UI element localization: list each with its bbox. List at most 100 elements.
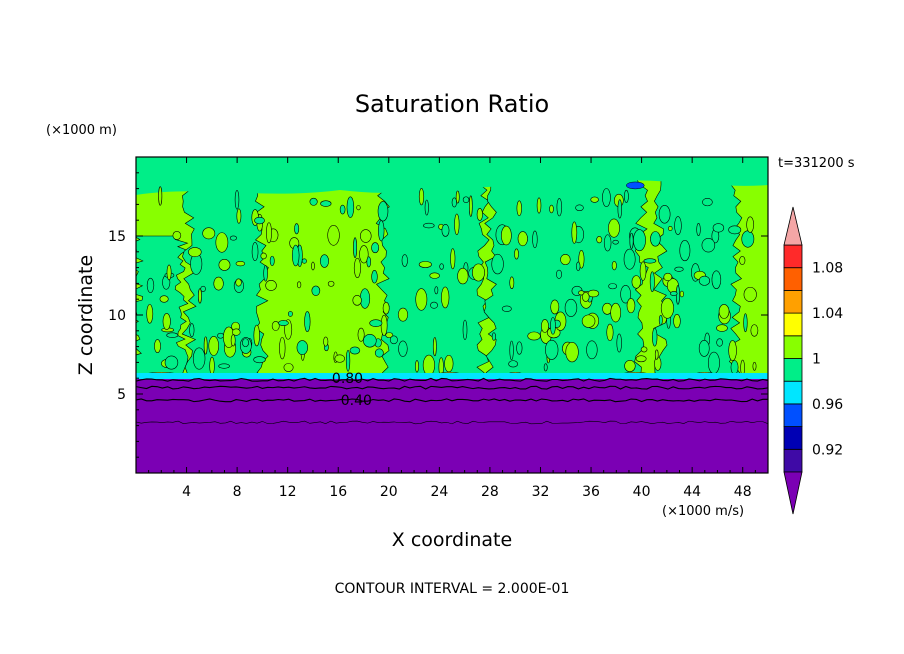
x-tick-label: 48 xyxy=(734,484,752,500)
contour-blob xyxy=(712,223,725,233)
contour-blob xyxy=(527,331,541,341)
contour-blob xyxy=(549,204,554,214)
contour-blob xyxy=(279,336,286,360)
x-tick-label: 40 xyxy=(633,484,651,500)
contour-blob xyxy=(536,197,542,214)
contour-blob xyxy=(430,301,438,309)
contour-blob xyxy=(235,260,246,267)
y-tick-label: 15 xyxy=(108,229,126,245)
contour-blob xyxy=(359,288,371,309)
contour-blob xyxy=(629,232,634,249)
contour-blob xyxy=(575,204,584,212)
contour-blob xyxy=(606,323,614,342)
contour-blob xyxy=(550,299,560,315)
colorbar-segment xyxy=(783,448,803,473)
contour-blob xyxy=(311,285,321,296)
colorbar-segment xyxy=(783,312,803,337)
contour-blob xyxy=(203,336,208,355)
contour-blob xyxy=(213,276,224,291)
contour-blob xyxy=(418,188,425,206)
moist-column xyxy=(136,235,189,379)
x-tick-label: 24 xyxy=(430,484,448,500)
contour-blob xyxy=(353,237,357,258)
contour-blob xyxy=(711,270,722,289)
contour-blob xyxy=(327,280,335,287)
colorbar-under-arrow xyxy=(783,471,803,515)
contour-blob xyxy=(230,334,236,347)
contour-blob xyxy=(287,311,293,317)
contour-blob xyxy=(739,256,746,265)
contour-blob xyxy=(345,349,351,372)
contour-blob xyxy=(670,291,678,296)
contour-blob xyxy=(450,248,456,270)
contour-blob xyxy=(750,324,759,337)
y-axis-label: Z coordinate xyxy=(75,255,97,375)
contour-blob xyxy=(236,208,242,224)
contour-blob xyxy=(603,234,612,252)
contour-label: 0.80 xyxy=(332,371,363,387)
contour-blob xyxy=(218,363,230,369)
contour-blob xyxy=(698,275,711,286)
colorbar-segment xyxy=(783,244,803,269)
contour-blob xyxy=(208,336,219,356)
contour-blob xyxy=(660,297,674,319)
contour-blob xyxy=(545,339,559,360)
contour-label-layer: 0.80 0.40 xyxy=(332,371,372,409)
contour-blob xyxy=(679,240,691,262)
x-tick-label: 20 xyxy=(380,484,398,500)
contour-blob xyxy=(357,327,365,342)
contour-blob xyxy=(472,263,485,282)
x-tick-label: 32 xyxy=(532,484,550,500)
contour-blob xyxy=(718,304,730,319)
contour-blob xyxy=(626,298,636,314)
contour-blob xyxy=(550,317,556,335)
contour-blob xyxy=(581,314,596,328)
colorbar-segment xyxy=(783,380,803,405)
colorbar-segment xyxy=(783,289,803,314)
contour-blob xyxy=(582,292,590,302)
contour-blob xyxy=(658,314,663,326)
contour-blob xyxy=(320,200,332,207)
contour-blob xyxy=(296,340,308,355)
contour-blob xyxy=(327,225,340,246)
colorbar-segment xyxy=(783,358,803,382)
contour-blob xyxy=(564,298,578,317)
contour-blob xyxy=(209,356,215,376)
contour-blob xyxy=(294,223,300,235)
contour-blob xyxy=(218,259,231,271)
contour-blob xyxy=(679,290,684,298)
contour-blob xyxy=(397,307,409,322)
contour-blob xyxy=(639,261,647,281)
contour-blob xyxy=(743,313,748,333)
contour-blob xyxy=(501,305,512,312)
colorbar-segment xyxy=(783,335,803,359)
contour-blob xyxy=(159,295,169,303)
contour-blob xyxy=(586,340,598,360)
colorbar-over-arrow xyxy=(783,206,803,246)
contour-blob xyxy=(415,288,428,311)
contour-blob xyxy=(217,332,224,339)
contour-blob xyxy=(509,276,515,290)
contour-blob xyxy=(674,216,682,235)
contour-blob xyxy=(198,288,202,304)
contour-blob xyxy=(371,242,380,254)
contour-blob xyxy=(635,355,647,363)
x-tick-label: 44 xyxy=(683,484,701,500)
x-tick-label: 36 xyxy=(582,484,600,500)
contour-blob xyxy=(235,278,242,287)
contour-blob xyxy=(556,198,563,217)
contour-blob xyxy=(319,254,329,268)
contour-blob xyxy=(215,232,229,253)
contour-blob xyxy=(424,199,429,216)
moist-boundary-band xyxy=(136,373,768,379)
contour-blob xyxy=(291,244,300,267)
contour-blob xyxy=(415,360,419,373)
contour-blob xyxy=(451,197,457,208)
y-units-label: (×1000 m) xyxy=(46,123,117,138)
contour-blob xyxy=(702,198,713,207)
contour-blob xyxy=(508,360,518,368)
contour-blob xyxy=(251,242,259,262)
contour-blob xyxy=(346,196,355,218)
contour-blob xyxy=(192,347,206,370)
contour-blob xyxy=(369,319,383,327)
